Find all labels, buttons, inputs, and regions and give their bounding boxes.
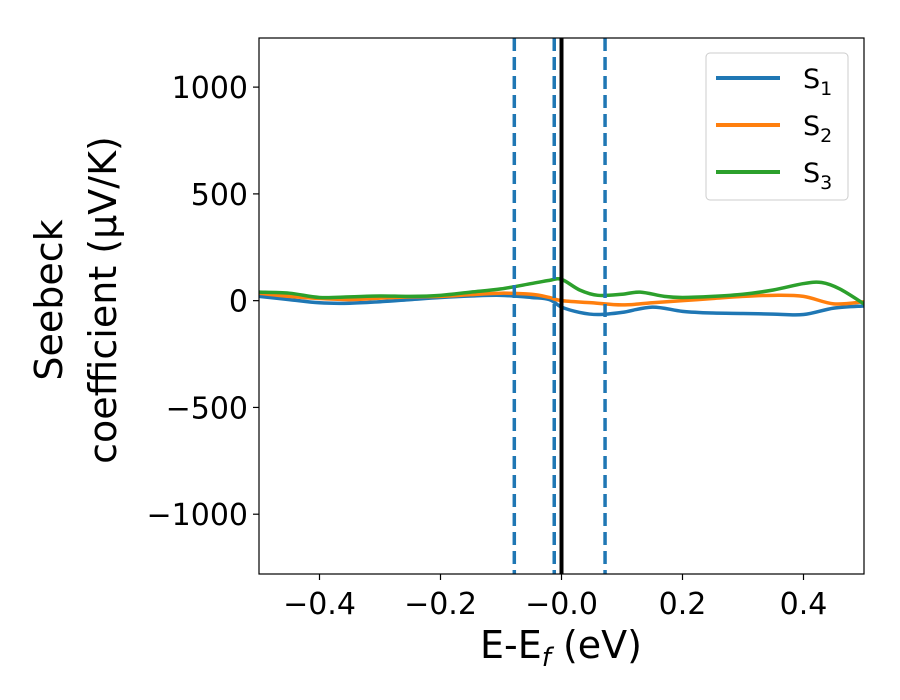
y-tick-label: 1000 [172,71,248,106]
y-axis-label-line1: Seebeck [27,219,71,380]
x-axis-ticks: −0.4 −0.2 −0.0 0.2 0.4 [283,574,827,622]
x-axis-label: E-Ef (eV) [480,623,642,673]
x-tick-label: −0.0 [525,587,598,622]
x-tick-label: 0.2 [659,587,707,622]
x-tick-label: 0.4 [780,587,828,622]
y-tick-label: 500 [191,178,248,213]
x-tick-label: −0.2 [404,587,477,622]
legend-label-s1: S1 [803,64,832,100]
y-tick-label: −500 [166,391,248,426]
series-line-s2 [259,291,864,307]
series-line-s3 [259,276,864,306]
legend-label-s2: S2 [803,111,832,147]
y-tick-label: −1000 [147,498,248,533]
y-axis-label-line2: coefficient (μV/K) [81,136,125,464]
legend: S1 S2 S3 [705,52,849,201]
legend-label-s3: S3 [803,158,832,194]
x-tick-label: −0.4 [283,587,356,622]
vline-layer [512,38,607,574]
y-axis-ticks: −1000 −500 0 500 1000 [147,71,259,533]
y-tick-label: 0 [229,285,248,320]
